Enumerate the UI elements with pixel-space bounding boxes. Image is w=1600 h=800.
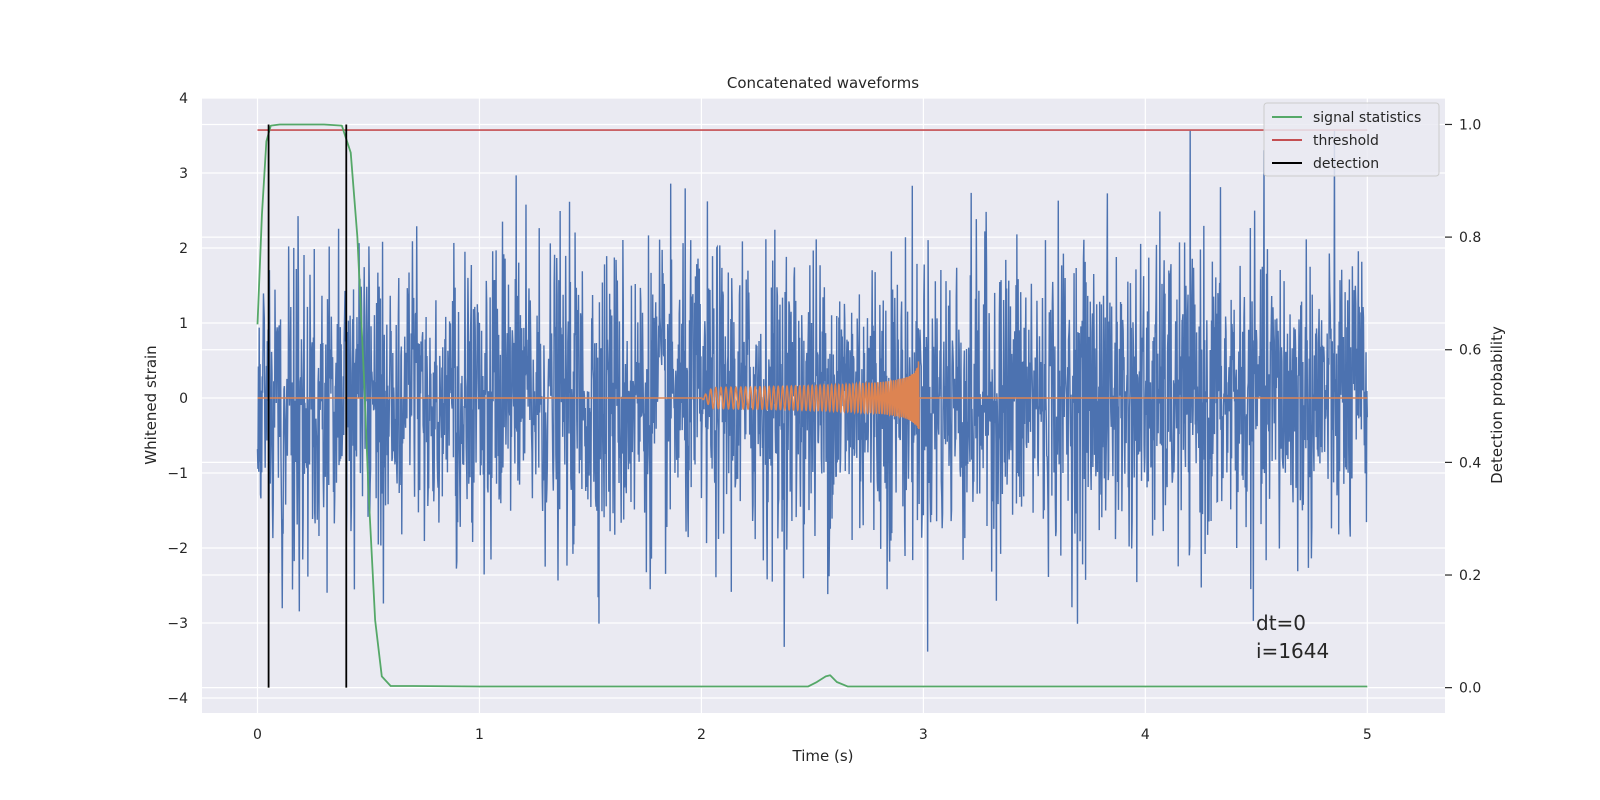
series-layer	[256, 123, 1369, 688]
legend-label-signal-statistics: signal statistics	[1313, 110, 1421, 126]
y-axis-label: Whitened strain	[142, 345, 160, 464]
y-tick-label: 4	[179, 91, 188, 107]
chart-title: Concatenated waveforms	[727, 74, 919, 92]
injection-series-line	[257, 361, 1368, 430]
y2-tick-label: 1.0	[1459, 117, 1481, 133]
y-tick-label: −3	[167, 616, 188, 632]
y-tick-label: −4	[167, 691, 188, 707]
noise-series-line	[256, 129, 1369, 652]
y2-tick-label: 0.0	[1459, 681, 1481, 697]
y2-tick-label: 0.2	[1459, 568, 1481, 584]
x-tick-label: 0	[253, 727, 262, 743]
x-tick-label: 5	[1363, 727, 1372, 743]
x-tick-label: 3	[919, 727, 928, 743]
x-tick-label: 4	[1141, 727, 1150, 743]
axes: 0 1 2 3 4 5 −4 −3 −2 −1 0 1 2 3 4 0.0 0.2 0.4 0.6 0.8 1.0	[167, 91, 1481, 743]
y2-axis-label: Detection probability	[1488, 326, 1506, 484]
y2-tick-label: 0.8	[1459, 230, 1481, 246]
statistic-series-line	[256, 123, 1368, 688]
x-tick-label: 1	[475, 727, 484, 743]
annotation-dt: dt=0	[1256, 611, 1306, 635]
y-tick-label: 0	[179, 391, 188, 407]
y2-tick-label: 0.6	[1459, 343, 1481, 359]
legend: signal statistics threshold detection	[1263, 102, 1440, 177]
x-axis-label: Time (s)	[792, 747, 854, 765]
y-tick-label: −2	[167, 541, 188, 557]
y-tick-label: 3	[179, 166, 188, 182]
legend-box	[1263, 102, 1440, 177]
legend-label-threshold: threshold	[1313, 133, 1379, 149]
y2-tick-label: 0.4	[1459, 455, 1481, 471]
x-tick-label: 2	[697, 727, 706, 743]
y-tick-label: −1	[167, 466, 188, 482]
legend-label-detection: detection	[1313, 156, 1379, 172]
y-tick-label: 1	[179, 316, 188, 332]
annotation: dt=0 i=1644	[1256, 611, 1329, 663]
y-tick-label: 2	[179, 241, 188, 257]
annotation-index: i=1644	[1256, 639, 1329, 663]
